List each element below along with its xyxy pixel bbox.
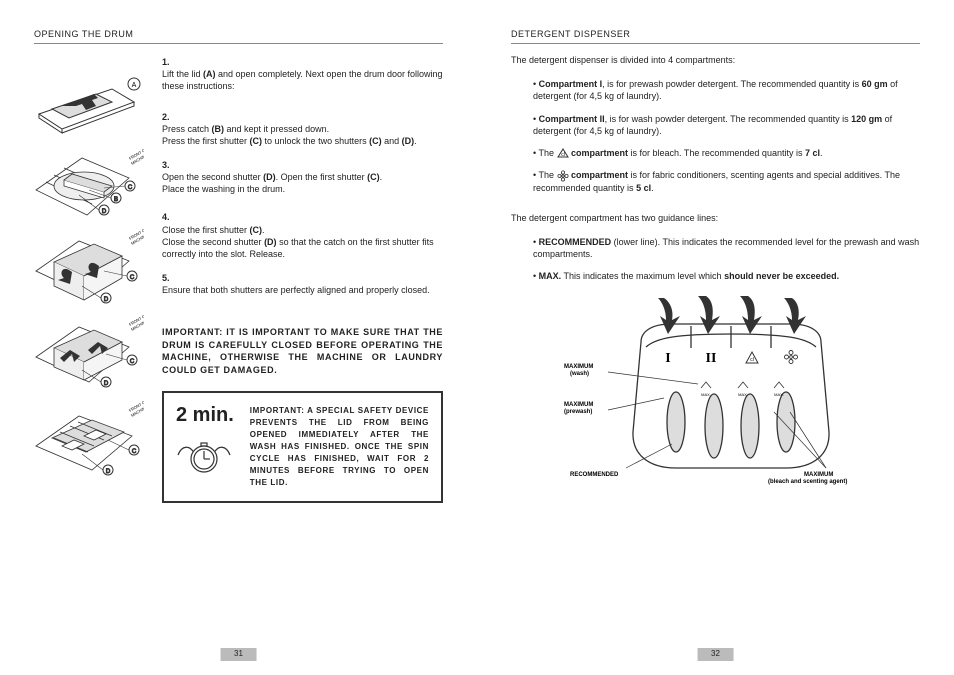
diagram-step-3: FRONT OF THE MACHINE C D [34, 226, 144, 306]
intro-text: The detergent dispenser is divided into … [511, 54, 920, 66]
label-II: II [705, 351, 716, 366]
bullet-bleach: • The cl compartment is for bleach. The … [511, 147, 920, 159]
section-title-dispenser: DETERGENT DISPENSER [511, 28, 920, 44]
svg-text:MAX.: MAX. [701, 392, 711, 397]
page-number-32: 32 [697, 648, 734, 661]
bullet-softener: • The compartment is for fabric conditio… [511, 169, 920, 194]
svg-text:(prewash): (prewash) [564, 409, 592, 415]
diagram-step-2: FRONT OF THE MACHINE C B D [34, 140, 144, 220]
svg-text:D: D [104, 381, 109, 387]
diagram-step-5: FRONT OF THE MACHINE C D [34, 398, 144, 478]
callout-text: IMPORTANT: A SPECIAL SAFETY DEVICE PREVE… [250, 405, 429, 489]
dispenser-diagram: I II cl MAX. MAX. MAX. MAXIMUM (wash) MA… [546, 292, 886, 502]
step-3: 3. Open the second shutter (D). Open the… [162, 159, 443, 195]
step-1: 1. Lift the lid (A) and open completely.… [162, 56, 443, 92]
step-4: 4. Close the first shutter (C). Close th… [162, 211, 443, 260]
important-warning: IMPORTANT: IT IS IMPORTANT TO MAKE SURE … [162, 326, 443, 376]
guide-intro: The detergent compartment has two guidan… [511, 212, 920, 224]
svg-text:MAX.: MAX. [774, 392, 784, 397]
section-title-opening-drum: OPENING THE DRUM [34, 28, 443, 44]
text-column: 1. Lift the lid (A) and open completely.… [162, 54, 443, 502]
bleach-icon: cl [557, 148, 569, 158]
page-31: OPENING THE DRUM A [0, 0, 477, 675]
svg-text:C: C [128, 185, 133, 191]
bullet-compartment-2: • Compartment II, is for wash powder det… [511, 113, 920, 137]
guide-max: • MAX. This indicates the maximum level … [511, 270, 920, 282]
svg-text:MAX.: MAX. [738, 392, 748, 397]
svg-text:cl: cl [750, 357, 754, 363]
watch-icon [176, 435, 234, 482]
svg-text:MAXIMUM: MAXIMUM [564, 364, 593, 370]
svg-text:(wash): (wash) [570, 371, 589, 377]
label-I: I [665, 351, 670, 366]
page-number-31: 31 [220, 648, 257, 661]
svg-text:(bleach and scenting agent): (bleach and scenting agent) [768, 479, 847, 485]
svg-text:C: C [130, 275, 135, 281]
svg-text:MAXIMUM: MAXIMUM [804, 472, 833, 478]
svg-text:MAXIMUM: MAXIMUM [564, 402, 593, 408]
guide-recommended: • RECOMMENDED (lower line). This indicat… [511, 236, 920, 260]
label-a: A [132, 82, 137, 89]
svg-text:D: D [106, 469, 111, 475]
svg-text:cl: cl [561, 152, 565, 158]
callout-left: 2 min. [176, 405, 234, 482]
diagram-step-1: A [34, 54, 144, 134]
diagram-column: A FRONT OF THE MACHINE C [34, 54, 144, 502]
callout-2min: 2 min. [162, 391, 443, 503]
page-32: DETERGENT DISPENSER The detergent dispen… [477, 0, 954, 675]
diagram-step-4: FRONT OF THE MACHINE C D [34, 312, 144, 392]
svg-text:C: C [132, 449, 137, 455]
svg-text:D: D [104, 297, 109, 303]
svg-text:RECOMMENDED: RECOMMENDED [570, 472, 619, 478]
svg-text:B: B [114, 197, 118, 203]
step-5: 5. Ensure that both shutters are perfect… [162, 272, 443, 296]
flower-icon [557, 170, 569, 180]
content-columns: A FRONT OF THE MACHINE C [34, 54, 443, 502]
bullet-compartment-1: • Compartment I, is for prewash powder d… [511, 78, 920, 102]
svg-text:C: C [130, 359, 135, 365]
step-2: 2. Press catch (B) and kept it pressed d… [162, 111, 443, 147]
svg-text:D: D [102, 209, 107, 215]
